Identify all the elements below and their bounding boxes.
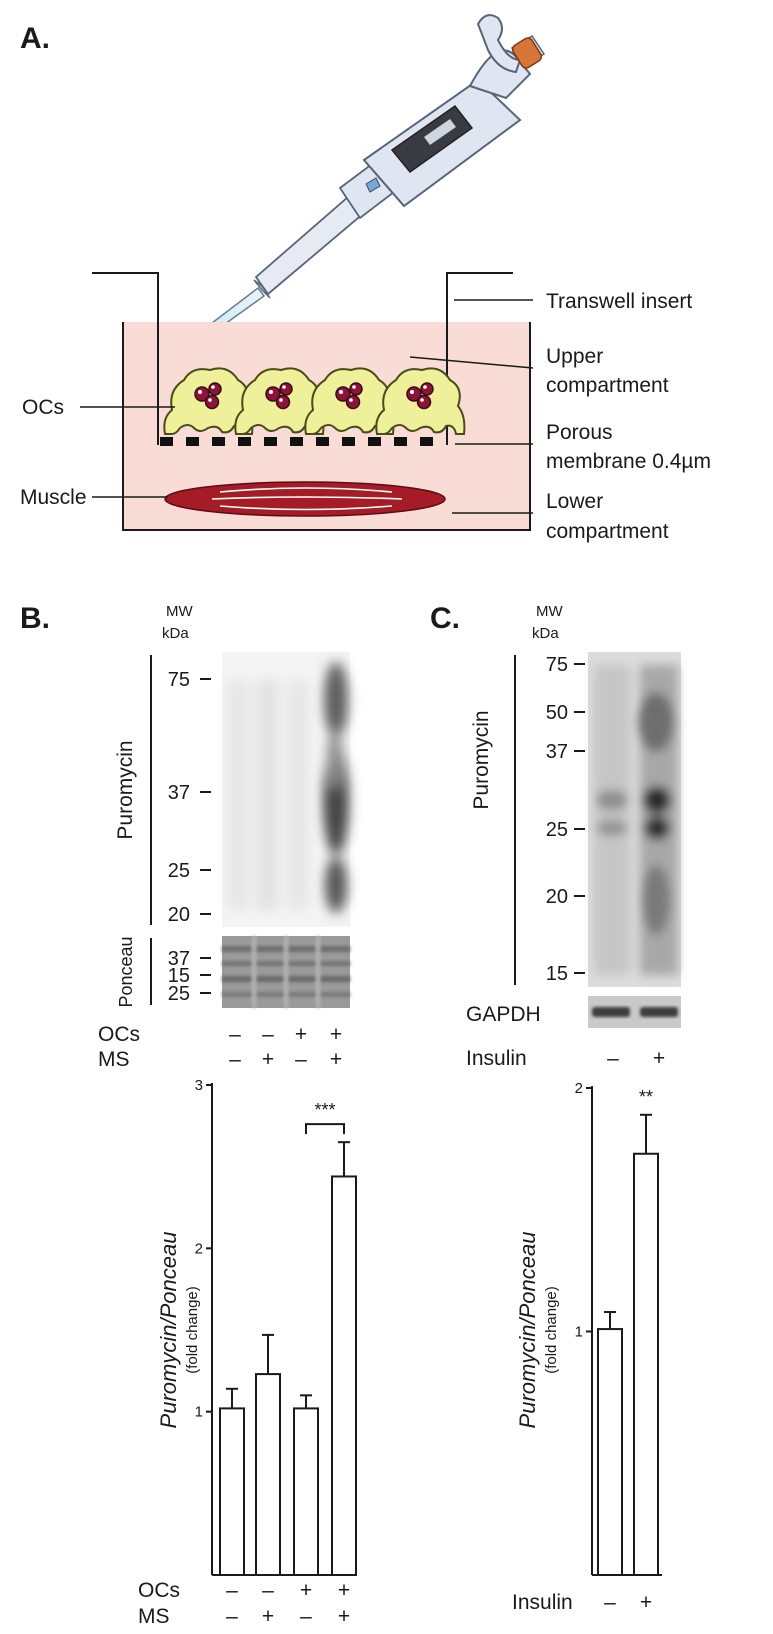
bar — [331, 1175, 357, 1576]
y-tick-label: 1 — [575, 1324, 583, 1341]
panel-c-label: C. — [430, 602, 460, 635]
y-axis-sublabel: (fold change) — [184, 1286, 201, 1374]
bar — [597, 1328, 623, 1576]
bar — [293, 1407, 319, 1577]
porous-membrane-label-2: membrane 0.4µm — [546, 450, 711, 473]
mw-marker-label: 25 — [168, 983, 190, 1005]
condition-row-label: Insulin — [512, 1591, 573, 1614]
condition-sign: – — [262, 1579, 274, 1602]
mw-marker-label: 25 — [546, 819, 568, 841]
y-axis-label: Puromycin/Ponceau — [156, 1232, 181, 1429]
mw-unit: kDa — [162, 625, 189, 642]
condition-sign: – — [262, 1023, 274, 1046]
porous-membrane — [160, 437, 433, 446]
ponceau-blot-b — [222, 936, 350, 1008]
mw-marker-label: 25 — [168, 860, 190, 882]
gapdh-label: GAPDH — [466, 1003, 541, 1026]
mw-marker-label: 50 — [546, 702, 568, 724]
panel-a-label: A. — [20, 22, 50, 55]
mw-marker-label: 20 — [168, 904, 190, 926]
transwell-insert-label: Transwell insert — [546, 290, 692, 313]
mw-marker-label: 37 — [168, 948, 190, 970]
y-tick-label: 3 — [195, 1077, 203, 1094]
callout-line — [409, 356, 534, 369]
mw-markers-b: 75 37 25 20 15 — [168, 669, 211, 987]
condition-sign: + — [295, 1023, 307, 1046]
mw-marker-label: 75 — [168, 669, 190, 691]
bar — [633, 1152, 659, 1576]
mw-marker-label: 15 — [168, 965, 190, 987]
porous-membrane-label: Porous — [546, 421, 613, 444]
condition-sign: + — [338, 1579, 350, 1602]
ocs-label: OCs — [22, 396, 64, 419]
panel-b: B. MW kDa Puromycin — [20, 602, 350, 1071]
upper-compartment-label-2: compartment — [546, 374, 669, 397]
y-axis-label: Puromycin/Ponceau — [515, 1232, 540, 1429]
mw-header: MW — [166, 603, 193, 620]
condition-sign: + — [330, 1023, 342, 1046]
y-axis-sublabel: (fold change) — [543, 1286, 560, 1374]
upper-compartment-label: Upper — [546, 345, 603, 368]
ponceau-mw-markers-b: 37 25 — [168, 948, 211, 1005]
lower-compartment-label-2: compartment — [546, 520, 669, 543]
muscle-label: Muscle — [20, 486, 87, 509]
condition-sign: + — [640, 1591, 652, 1614]
panel-a: A. — [20, 14, 711, 543]
significance-bracket — [305, 1123, 345, 1135]
insert-left-wall — [92, 272, 159, 445]
condition-sign: + — [653, 1047, 665, 1070]
lower-compartment-label: Lower — [546, 490, 603, 513]
y-tick-label: 1 — [195, 1404, 203, 1421]
mw-marker-label: 75 — [546, 654, 568, 676]
condition-sign: – — [604, 1591, 616, 1614]
panel-c: C. MW kDa Puromycin GAPDH — [430, 602, 681, 1070]
mw-marker-label: 20 — [546, 886, 568, 908]
transwell-diagram — [80, 272, 534, 531]
muscle-tissue — [164, 481, 446, 517]
bar-chart-ocs-ms: Puromycin/Ponceau (fold change) 1 2 3 *** OC… — [138, 1077, 357, 1628]
mw-unit: kDa — [532, 625, 559, 642]
condition-sign: + — [338, 1605, 350, 1628]
condition-row-label: OCs — [98, 1023, 140, 1046]
bar-chart-insulin: Puromycin/Ponceau (fold change) 1 2 ** Insu… — [512, 1080, 662, 1614]
mw-marker-label: 37 — [168, 782, 190, 804]
condition-sign: + — [262, 1605, 274, 1628]
condition-sign: + — [300, 1579, 312, 1602]
blot-condition-rows-c: Insulin – + — [466, 1047, 665, 1070]
y-tick-label: 2 — [195, 1240, 203, 1257]
significance-marker: ** — [639, 1087, 653, 1107]
significance-marker: *** — [314, 1100, 335, 1120]
gapdh-blot — [588, 996, 681, 1028]
puromycin-blot-c — [588, 652, 681, 987]
condition-sign: – — [295, 1048, 307, 1071]
condition-sign: – — [300, 1605, 312, 1628]
bar — [219, 1407, 245, 1577]
condition-sign: – — [229, 1023, 241, 1046]
condition-sign: – — [607, 1047, 619, 1070]
mw-marker-label: 37 — [546, 741, 568, 763]
puromycin-blot-b — [222, 652, 350, 927]
condition-sign: + — [262, 1048, 274, 1071]
pipette-illustration — [164, 14, 546, 363]
bar — [255, 1373, 281, 1576]
condition-row-label: OCs — [138, 1579, 180, 1602]
mw-markers-c: 75 50 37 25 20 15 — [546, 654, 585, 985]
panel-b-label: B. — [20, 602, 50, 635]
puromycin-label: Puromycin — [114, 740, 137, 839]
condition-sign: – — [229, 1048, 241, 1071]
well-outline — [122, 322, 531, 531]
condition-row-label: MS — [98, 1048, 130, 1071]
condition-row-label: MS — [138, 1605, 170, 1628]
y-tick-label: 2 — [575, 1080, 583, 1097]
condition-sign: – — [226, 1605, 238, 1628]
condition-sign: – — [226, 1579, 238, 1602]
condition-sign: + — [330, 1048, 342, 1071]
condition-row-label: Insulin — [466, 1047, 527, 1070]
mw-header: MW — [536, 603, 563, 620]
ponceau-label: Ponceau — [116, 936, 136, 1007]
blot-condition-rows-b: OCs – – + +MS – + – + — [98, 1023, 342, 1071]
mw-marker-label: 15 — [546, 963, 568, 985]
puromycin-label: Puromycin — [470, 710, 493, 809]
